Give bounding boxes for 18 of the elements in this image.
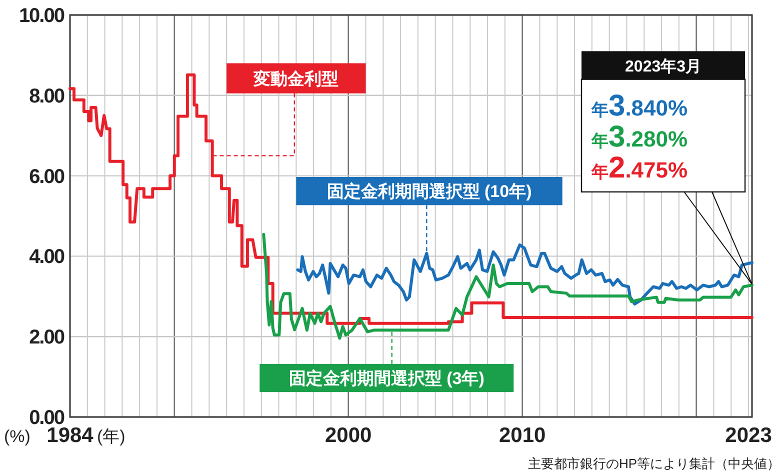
x-tick-label: 2023 xyxy=(725,424,772,447)
text: 固定金利期間選択型 (10年) xyxy=(326,182,532,202)
y-tick-label: 8.00 xyxy=(29,85,65,108)
y-axis-title: (%) xyxy=(4,427,30,446)
annotation: 年2.475% xyxy=(590,151,688,184)
annotation: 2023年3月 xyxy=(625,57,702,76)
text: 主要都市銀行のHP等により集計（中央値） xyxy=(528,456,780,471)
x-axis-title: (年) xyxy=(97,427,126,446)
x-tick-label: 2010 xyxy=(498,424,546,447)
y-tick-label: 2.00 xyxy=(29,326,65,349)
annotation: 年3.280% xyxy=(590,120,688,154)
annotation: 年3.840% xyxy=(590,89,688,122)
legend-label: 固定金利期間選択型 (3年) xyxy=(288,369,484,388)
y-tick-label: 4.00 xyxy=(29,246,65,268)
x-tick-label: 2000 xyxy=(325,424,372,447)
x-tick-label: 1984 xyxy=(46,424,94,447)
y-tick-label: 6.00 xyxy=(29,166,65,188)
y-tick-label: 10.00 xyxy=(18,5,65,27)
